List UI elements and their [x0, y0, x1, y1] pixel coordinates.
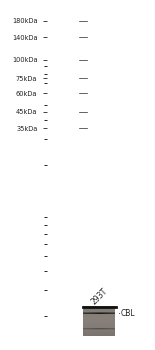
Text: 293T: 293T [89, 286, 109, 306]
Text: CBL: CBL [120, 309, 135, 318]
